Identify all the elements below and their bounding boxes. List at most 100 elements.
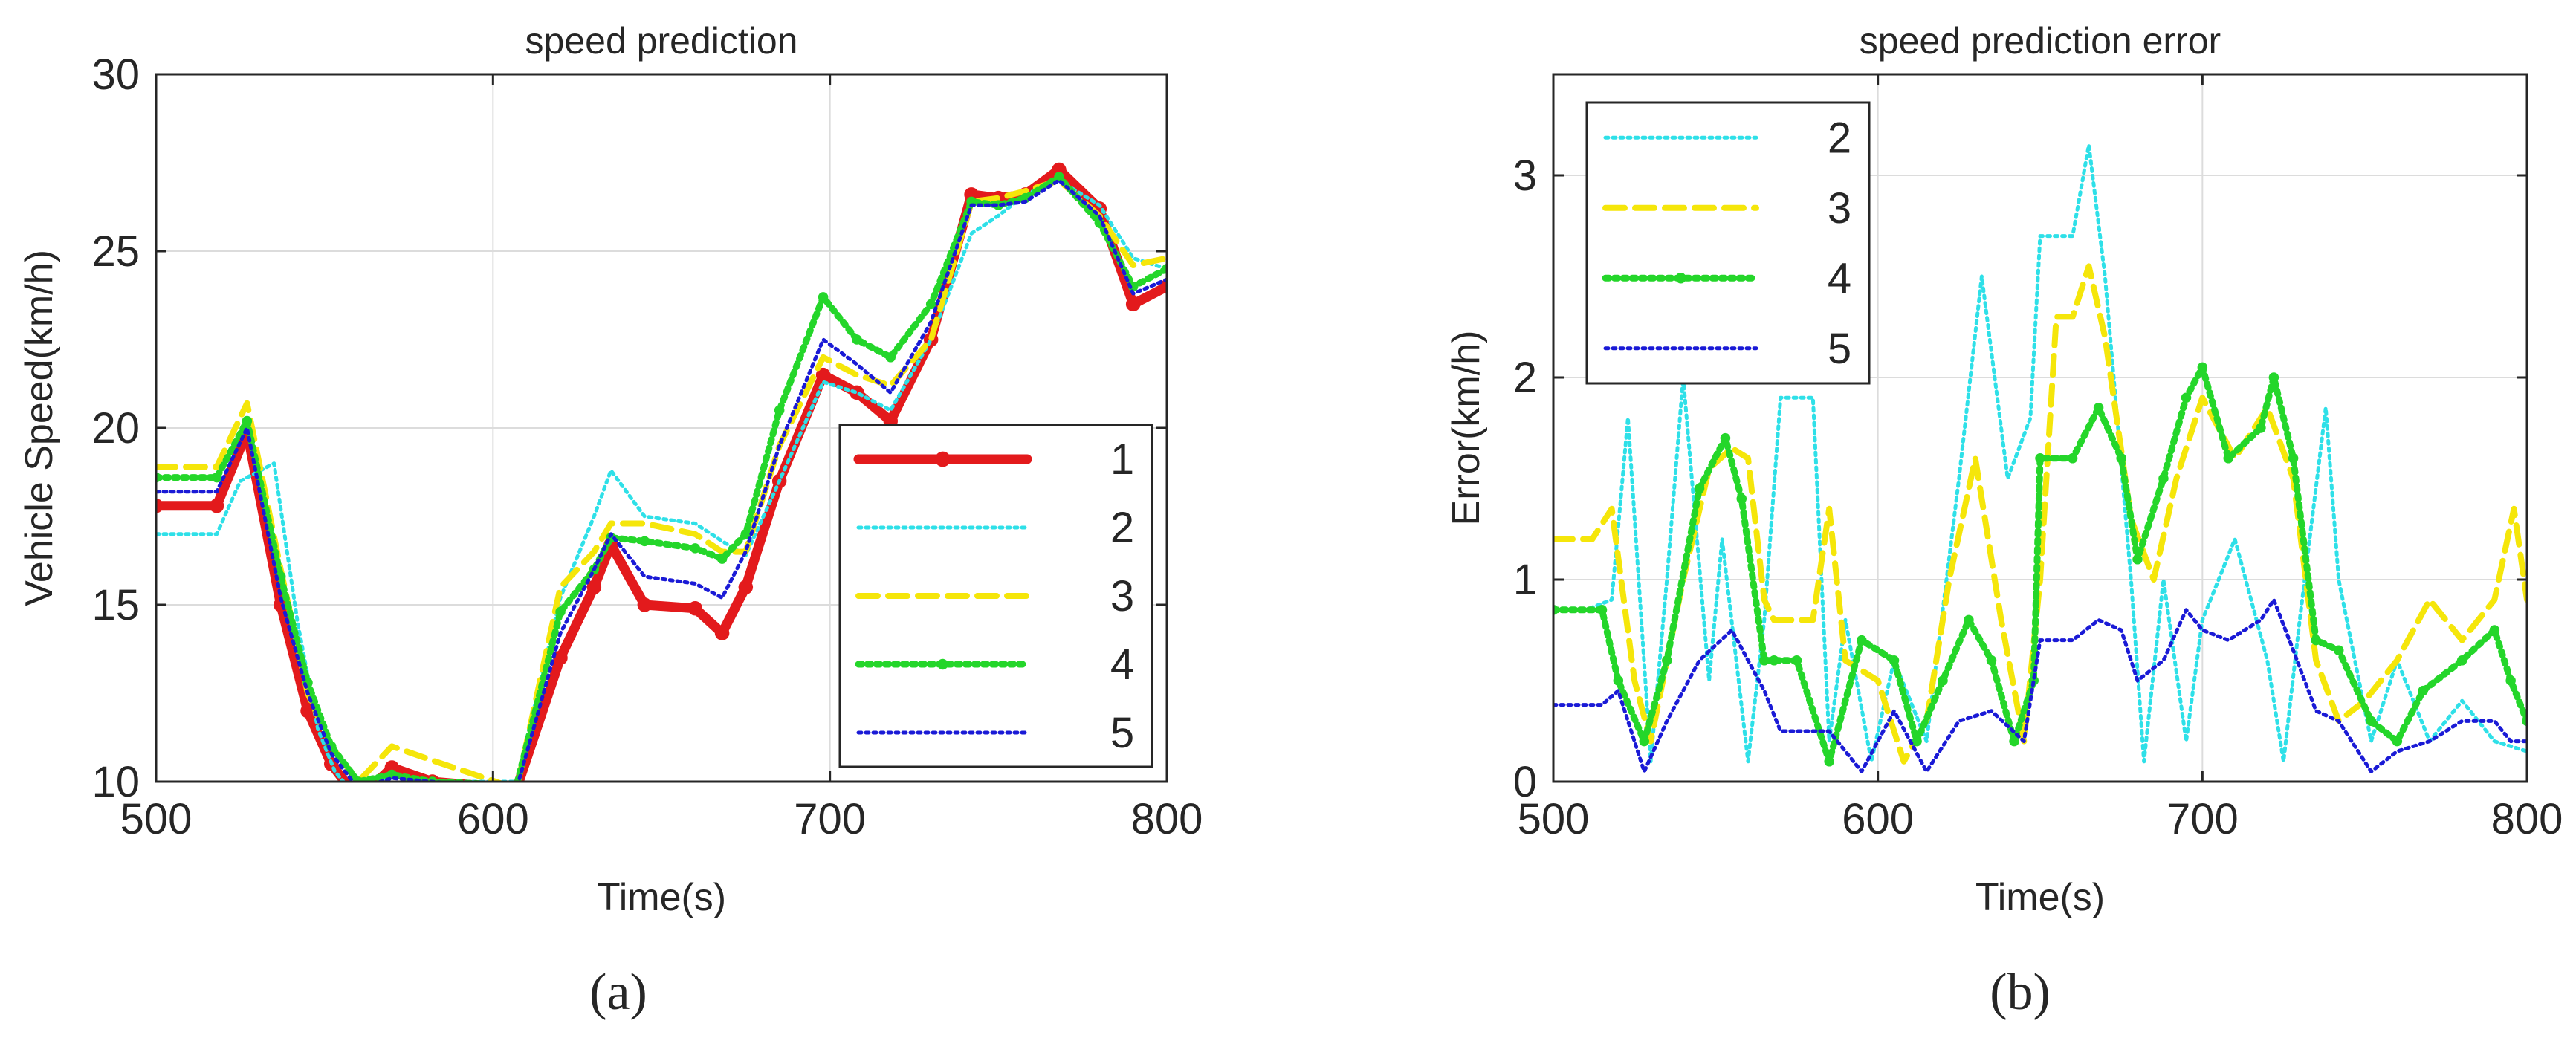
series-point-4 [2418,685,2429,696]
legend-label-4: 4 [1110,640,1134,689]
series-point-4 [1662,655,1672,666]
legend: 2 3 4 5 [1585,101,1871,385]
series-point-4 [156,472,161,483]
series-point-4 [2067,453,2078,464]
series-point-1 [738,580,754,594]
series-point-4 [242,415,253,426]
series-point-4 [716,554,728,564]
series-point-1 [815,367,831,383]
series-point-4 [1938,675,1948,686]
series-point-1 [1125,296,1141,312]
x-tick-label: 500 [120,795,192,843]
series-point-4 [1162,264,1167,274]
series-point-4 [852,334,862,345]
legend-marker-1 [935,451,951,467]
series-point-4 [1054,172,1064,182]
series-point-4 [774,405,785,415]
series-point-4 [1986,655,1997,666]
series-point-4 [2116,453,2126,464]
series-point-4 [2223,453,2234,464]
panel-label: (b) [1990,964,2051,1021]
series-point-4 [1596,605,1608,615]
series-point-4 [1736,493,1747,504]
y-axis-label: Error(km/h) [1445,331,1488,526]
legend-label-3: 3 [1828,184,1851,233]
y-tick-label: 1 [1513,556,1537,604]
series-point-4 [2456,655,2467,666]
x-tick-label: 700 [2166,795,2239,843]
legend-label-2: 2 [1110,504,1134,552]
x-tick-label: 600 [1842,795,1914,843]
series-point-4 [1769,655,1779,666]
series-point-4 [639,536,650,547]
series-point-4 [555,606,566,617]
series-point-4 [1759,655,1770,666]
series-point-4 [1553,605,1559,615]
y-tick-label: 3 [1513,152,1537,200]
series-point-4 [2181,392,2192,403]
y-tick-label: 15 [91,581,140,629]
legend-label-2: 2 [1828,114,1851,162]
y-tick-label: 2 [1513,354,1537,402]
series-point-4 [2268,372,2279,383]
series-point-1 [553,650,568,666]
x-axis-label: Time(s) [1975,876,2105,919]
series-layer [156,162,1167,782]
series-point-4 [690,543,701,554]
legend-marker-4 [1675,273,1686,284]
x-tick-label: 800 [2491,795,2563,843]
x-tick-label: 500 [1518,795,1590,843]
series-point-4 [2035,453,2045,464]
axis-ticks: 500 600 700 800 0 1 2 3 [1513,74,2563,843]
x-tick-label: 800 [1131,795,1203,843]
series-point-4 [1791,655,1802,666]
series-point-1 [687,601,703,616]
series-point-1 [586,580,602,594]
series-point-4 [2009,736,2019,747]
series-point-4 [740,529,751,539]
y-tick-label: 25 [91,227,140,276]
series-point-4 [2197,362,2208,373]
y-tick-label: 0 [1513,758,1537,806]
y-tick-label: 30 [91,51,140,99]
series-point-4 [1912,736,1922,747]
series-point-4 [1857,635,1867,646]
panel-label: (a) [589,964,647,1021]
chart-title: speed prediction [525,20,798,62]
legend-label-5: 5 [1828,325,1851,373]
series-point-1 [637,597,653,612]
series-point-4 [2256,423,2266,433]
series-point-4 [993,200,1004,210]
x-tick-label: 700 [794,795,866,843]
series-point-4 [2288,453,2299,464]
series-layer [1553,143,2527,773]
series-point-1 [156,498,164,513]
series-point-4 [1720,432,1731,444]
x-axis-label: Time(s) [597,876,726,919]
series-point-4 [2158,473,2169,484]
series-point-4 [1889,655,1900,666]
series-point-4 [885,352,896,363]
series-point-4 [211,472,222,483]
plot-frame [1552,73,2528,783]
series-point-4 [2505,675,2516,686]
chart-title: speed prediction error [1860,20,2221,62]
series-point-4 [1694,483,1705,494]
series-point-1 [714,626,730,640]
series-line-5 [156,178,1167,782]
legend-box [1585,101,1871,385]
series-line-2 [1553,143,2527,764]
series-point-4 [2132,554,2143,565]
series-point-4 [818,292,829,302]
y-tick-label: 10 [91,758,140,806]
legend-label-1: 1 [1110,435,1134,484]
series-point-4 [1639,736,1650,747]
series-point-4 [2392,736,2403,747]
series-point-1 [209,498,224,513]
series-point-4 [1613,675,1624,686]
series-point-4 [2489,625,2500,635]
legend: 1 2 3 4 5 [838,424,1153,768]
